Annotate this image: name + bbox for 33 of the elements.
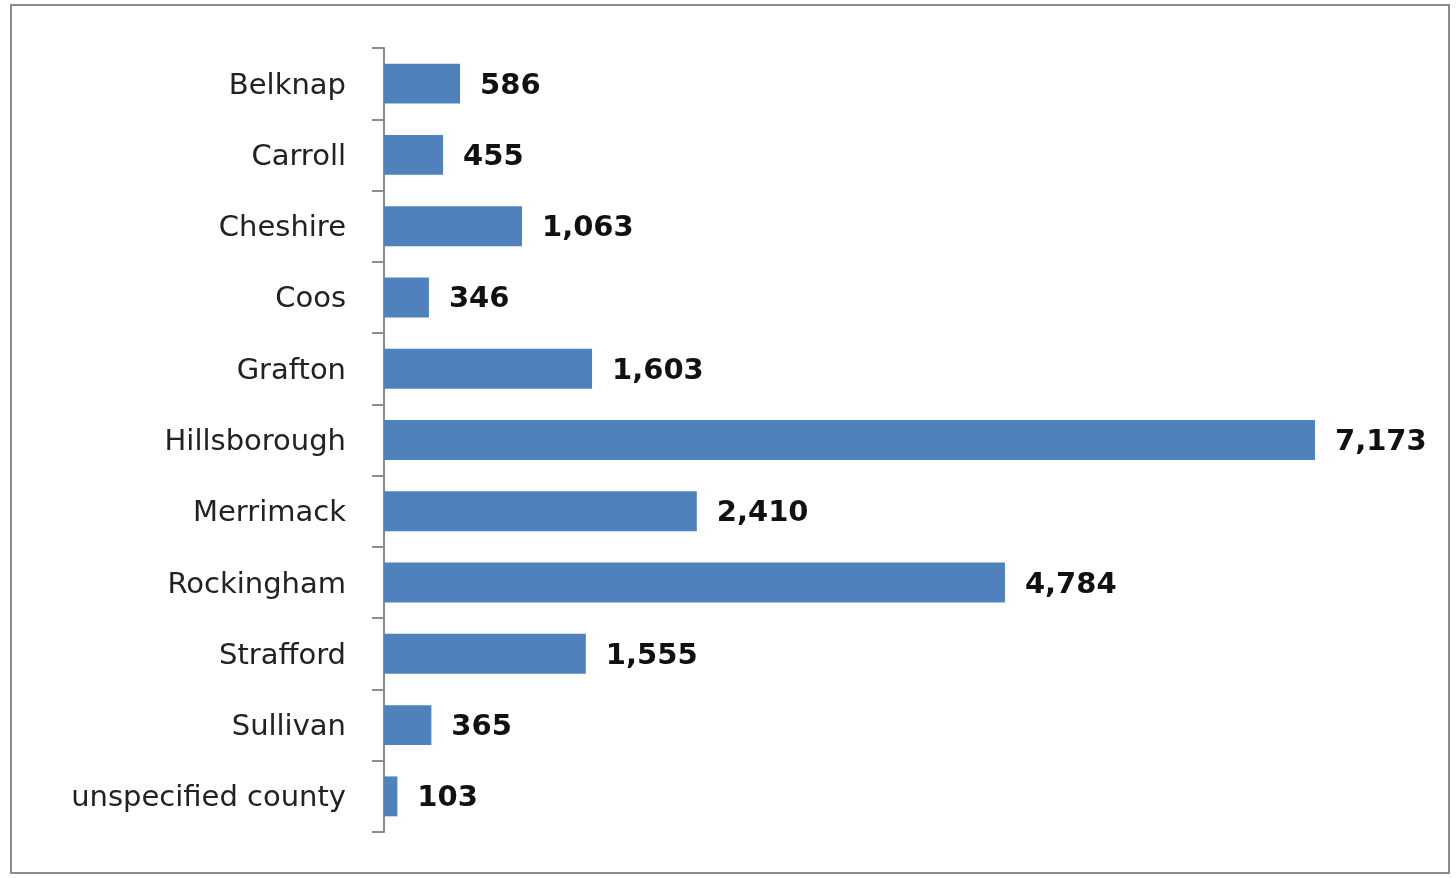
y-tick-label: Rockingham: [167, 565, 346, 600]
data-label: 4,784: [1024, 565, 1117, 600]
bar: [384, 491, 697, 532]
bar: [384, 633, 586, 674]
y-tick-label: Carroll: [251, 137, 346, 172]
data-label: 1,603: [612, 351, 704, 386]
bar: [384, 206, 522, 247]
y-tick-label: Sullivan: [231, 708, 346, 743]
bar: [384, 562, 1005, 603]
data-label: 103: [417, 779, 478, 814]
data-label: 346: [448, 280, 510, 315]
data-label: 455: [463, 137, 524, 172]
y-tick-label: Strafford: [218, 636, 346, 671]
y-tick-label: Grafton: [236, 351, 346, 386]
data-label: 365: [451, 708, 512, 743]
bar: [384, 348, 593, 389]
data-label: 586: [480, 66, 541, 101]
bar: [384, 63, 461, 104]
y-tick-label: Cheshire: [218, 209, 346, 244]
bar: [384, 134, 444, 175]
y-tick-label: Belknap: [228, 66, 346, 101]
bar: [384, 705, 432, 746]
bar: [384, 776, 398, 817]
data-label: 1,063: [541, 209, 634, 244]
y-tick-label: unspecified county: [71, 779, 346, 814]
bar: [384, 420, 1315, 460]
y-tick-label: Merrimack: [192, 494, 347, 529]
data-label: 1,555: [605, 636, 698, 671]
y-tick-label: Coos: [275, 280, 346, 315]
y-tick-label: Hillsborough: [164, 423, 346, 457]
bar: [384, 277, 429, 318]
data-label: 7,173: [1335, 423, 1427, 457]
data-label: 2,410: [716, 494, 809, 529]
